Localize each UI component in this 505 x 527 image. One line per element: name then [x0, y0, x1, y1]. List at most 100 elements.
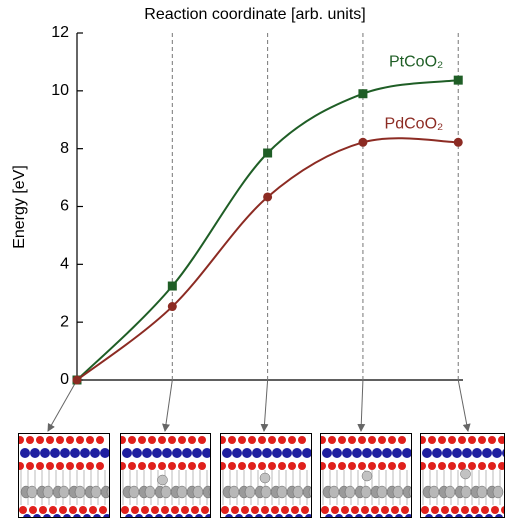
o-atom: [59, 506, 67, 514]
o-atom: [328, 436, 336, 444]
o-atom: [478, 436, 486, 444]
o-atom: [320, 436, 326, 444]
o-atom: [120, 436, 126, 444]
y-tick-label: 0: [60, 371, 69, 388]
o-atom: [141, 506, 149, 514]
marker: [263, 192, 273, 202]
co-atom: [402, 448, 412, 458]
metal-atom: [476, 485, 488, 499]
structure-frame: [120, 433, 211, 518]
o-atom: [271, 506, 279, 514]
y-tick-label: 10: [51, 82, 69, 99]
o-atom: [498, 462, 505, 470]
marker: [358, 89, 368, 99]
co-atom: [432, 448, 442, 458]
marker: [72, 375, 82, 385]
co-atom: [492, 448, 502, 458]
o-atom: [36, 462, 44, 470]
o-atom: [171, 506, 179, 514]
o-atom: [248, 436, 256, 444]
co-atom: [342, 448, 352, 458]
o-atom: [428, 462, 436, 470]
co-atom: [332, 448, 342, 458]
structure-image: [420, 433, 505, 518]
metal-atom: [328, 485, 340, 499]
o-atom: [278, 436, 286, 444]
structure-frame: [18, 433, 110, 518]
o-atom: [351, 506, 359, 514]
co-atom: [482, 448, 492, 458]
metal-atom: [26, 485, 38, 499]
o-atom: [138, 436, 146, 444]
o-atom: [39, 506, 47, 514]
o-atom: [86, 462, 94, 470]
o-atom: [248, 462, 256, 470]
o-atom: [468, 436, 476, 444]
y-axis-label: Energy [eV]: [11, 165, 28, 249]
o-atom: [278, 462, 286, 470]
co-atom: [462, 448, 472, 458]
o-atom: [458, 462, 466, 470]
metal-atom: [176, 485, 188, 499]
metal-atom: [128, 485, 140, 499]
metal-atom: [228, 485, 240, 499]
o-atom: [328, 462, 336, 470]
o-atom: [298, 436, 306, 444]
co-atom: [100, 448, 110, 458]
o-atom: [168, 436, 176, 444]
o-atom: [79, 506, 87, 514]
metal-atom: [144, 485, 156, 499]
o-atom: [338, 462, 346, 470]
co-atom: [302, 448, 312, 458]
o-atom: [491, 506, 499, 514]
o-atom: [488, 462, 496, 470]
co-atom: [242, 448, 252, 458]
o-atom: [401, 506, 409, 514]
metal-atom: [428, 485, 440, 499]
co-atom: [422, 448, 432, 458]
metal-atom: [260, 485, 272, 499]
metal-atom: [292, 485, 304, 499]
o-atom: [431, 506, 439, 514]
co-atom: [162, 448, 172, 458]
co-atom: [292, 448, 302, 458]
o-atom: [66, 436, 74, 444]
series-line: [76, 79, 459, 381]
o-atom: [188, 462, 196, 470]
structure: [220, 433, 312, 518]
structure-image: [18, 433, 110, 518]
o-atom: [178, 436, 186, 444]
o-atom: [238, 462, 246, 470]
structure-image: [120, 433, 211, 518]
o-atom: [371, 506, 379, 514]
metal-atom: [160, 485, 172, 499]
o-atom: [388, 436, 396, 444]
o-atom: [258, 436, 266, 444]
arrow: [162, 379, 173, 432]
o-atom: [321, 506, 329, 514]
metal-atom: [444, 485, 456, 499]
metal-atom: [202, 485, 211, 499]
o-atom: [398, 462, 406, 470]
metal-atom: [42, 485, 54, 499]
o-atom: [26, 436, 34, 444]
o-atom: [120, 462, 126, 470]
o-atom: [66, 462, 74, 470]
marker: [453, 137, 463, 147]
o-atom: [298, 462, 306, 470]
co-atom: [362, 448, 372, 458]
o-atom: [168, 462, 176, 470]
co-atom: [20, 448, 30, 458]
structure-frame: [320, 433, 412, 518]
co-atom: [90, 448, 100, 458]
o-atom: [478, 462, 486, 470]
o-atom: [461, 506, 469, 514]
o-atom: [421, 506, 429, 514]
o-atom: [201, 506, 209, 514]
metal-atom: [276, 485, 288, 499]
o-atom: [241, 506, 249, 514]
o-atom: [398, 436, 406, 444]
co-atom: [252, 448, 262, 458]
o-atom: [468, 462, 476, 470]
